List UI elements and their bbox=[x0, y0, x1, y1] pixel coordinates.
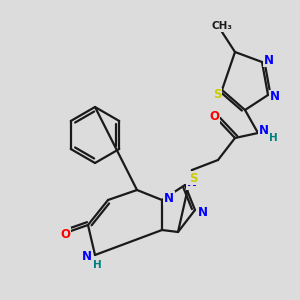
Text: O: O bbox=[60, 227, 70, 241]
Text: O: O bbox=[209, 110, 219, 124]
Text: N: N bbox=[164, 191, 174, 205]
Text: S: S bbox=[213, 88, 221, 101]
Text: H: H bbox=[93, 260, 101, 270]
Text: N: N bbox=[187, 176, 197, 190]
Text: N: N bbox=[264, 53, 274, 67]
Text: H: H bbox=[268, 133, 278, 143]
Text: N: N bbox=[259, 124, 269, 136]
Text: N: N bbox=[82, 250, 92, 263]
Text: N: N bbox=[270, 91, 280, 103]
Text: CH₃: CH₃ bbox=[212, 21, 233, 31]
Text: N: N bbox=[198, 206, 208, 218]
Text: S: S bbox=[189, 172, 197, 184]
